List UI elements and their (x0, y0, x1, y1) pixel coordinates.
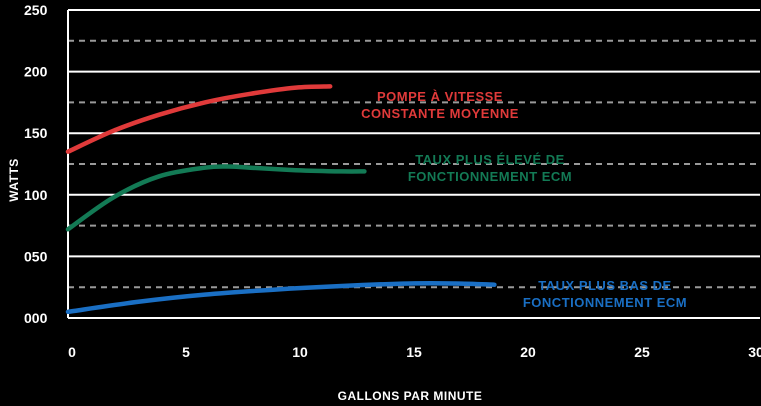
y-axis-ticks: 000 050 100 150 200 250 (24, 2, 48, 326)
series-labels: POMPE À VITESSE CONSTANTE MOYENNE TAUX PLU… (361, 89, 687, 310)
y-tick-label: 250 (24, 2, 48, 18)
x-tick-label: 25 (634, 344, 650, 360)
y-tick-label: 000 (24, 310, 48, 326)
series-label-3: TAUX PLUS BAS DE (538, 278, 671, 293)
series-line-1 (65, 84, 333, 154)
y-tick-label: 200 (24, 64, 48, 80)
x-tick-label: 5 (182, 344, 190, 360)
y-tick-label: 150 (24, 125, 48, 141)
series-line-3 (65, 281, 497, 315)
y-tick-label: 100 (24, 187, 48, 203)
x-tick-label: 15 (406, 344, 422, 360)
series-label-2: TAUX PLUS ÉLEVÉ DE (415, 152, 565, 167)
x-axis-title: GALLONS PAR MINUTE (338, 389, 483, 403)
x-tick-label: 0 (68, 344, 76, 360)
y-axis-title: WATTS (7, 158, 21, 202)
x-tick-label: 30 (748, 344, 761, 360)
series-label-3: FONCTIONNEMENT ECM (523, 295, 687, 310)
series-label-1: POMPE À VITESSE (377, 89, 503, 104)
y-tick-label: 050 (24, 248, 48, 264)
x-tick-label: 20 (520, 344, 536, 360)
series-lines (65, 84, 497, 315)
series-label-2: FONCTIONNEMENT ECM (408, 169, 572, 184)
x-axis-ticks: 0 5 10 15 20 25 30 (68, 344, 761, 360)
series-line-2 (65, 164, 367, 232)
x-tick-label: 10 (292, 344, 308, 360)
series-label-1: CONSTANTE MOYENNE (361, 106, 519, 121)
grid (67, 9, 760, 319)
